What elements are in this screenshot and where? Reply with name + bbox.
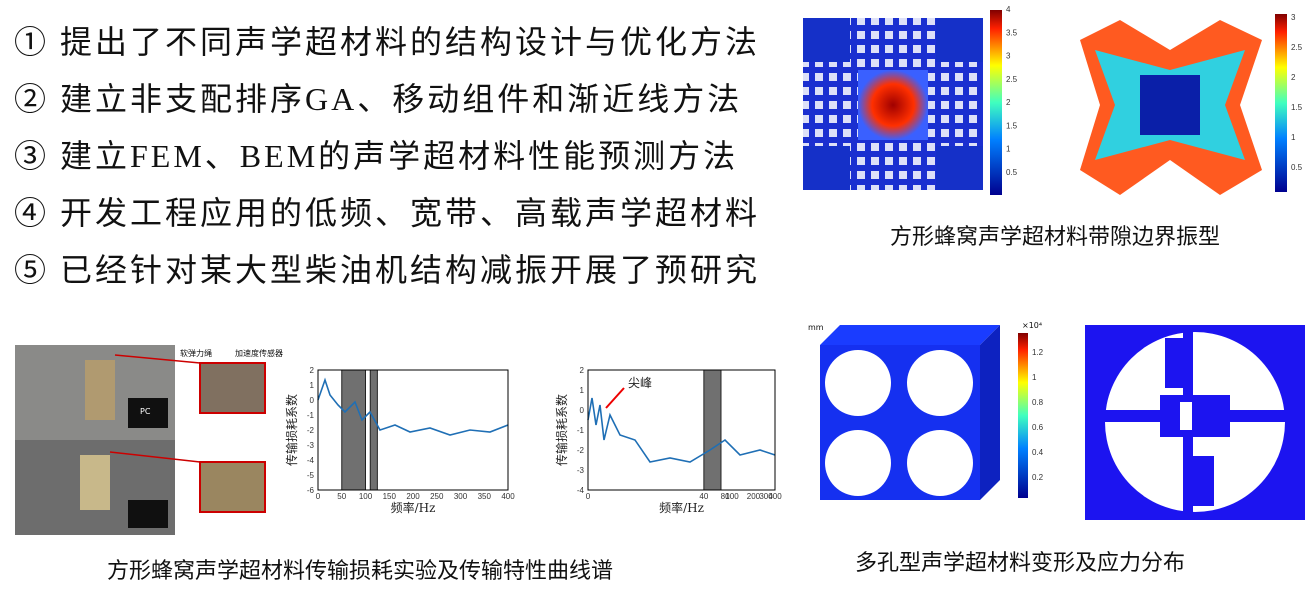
plot-frame (587, 369, 776, 491)
y-tick-label: -4 (577, 486, 585, 495)
colorbar (1275, 14, 1287, 192)
x-tick-label: 200 (406, 492, 420, 501)
curve (317, 377, 509, 436)
colorbar-tick: 1.5 (1291, 103, 1303, 112)
x-tick-label: 350 (478, 492, 492, 501)
photo-label: PC (140, 407, 151, 416)
y-tick-label: -1 (307, 411, 315, 420)
plot-frame (317, 369, 509, 491)
colorbar-tick: 3.5 (1006, 28, 1018, 37)
porous-model (820, 325, 1000, 500)
colorbar-tick: 4 (1006, 5, 1011, 14)
colorbar-tick: 2 (1006, 98, 1011, 107)
x-tick-label: 150 (383, 492, 397, 501)
curve (587, 397, 776, 463)
stopband (703, 369, 722, 491)
y-tick-label: -2 (307, 426, 315, 435)
axis-label: mm (808, 323, 824, 332)
colorbar-tick: 3 (1006, 52, 1011, 61)
y-tick-label: -5 (307, 471, 315, 480)
colorbar (990, 10, 1002, 195)
x-tick-label: 250 (430, 492, 444, 501)
list-item: ② 建立非支配排序GA、移动组件和渐近线方法 (14, 81, 742, 117)
mode-shape-2 (1080, 20, 1262, 195)
x-tick-label: 100 (725, 492, 739, 501)
x-axis-label: 频率/Hz (659, 500, 704, 515)
mode-shape-1 (803, 18, 983, 190)
y-tick-label: 0 (580, 406, 585, 415)
colorbar-tick: 0.2 (1032, 473, 1044, 482)
colorbar (1018, 333, 1028, 498)
x-tick-label: 300 (454, 492, 468, 501)
y-axis-label: 传输损耗系数 (554, 394, 569, 466)
y-tick-label: -4 (307, 456, 315, 465)
photo-label: 加速度传感器 (235, 348, 283, 358)
stopband (369, 369, 378, 491)
colorbar-tick: 0.5 (1291, 163, 1303, 172)
x-tick-label: 200 (747, 492, 761, 501)
x-axis-label: 频率/Hz (391, 500, 436, 515)
photo-label: 软弹力绳 (180, 348, 212, 358)
list-item: ④ 开发工程应用的低频、宽带、高载声学超材料 (14, 195, 760, 231)
colorbar-tick: 1 (1291, 133, 1296, 142)
x-tick-label: 300 (759, 492, 773, 501)
colorbar-tick: 1 (1006, 145, 1011, 154)
colorbar-tick: 1 (1032, 373, 1037, 382)
colorbar-tick: 1.5 (1006, 121, 1018, 130)
colorbar-tick: 0.8 (1032, 398, 1044, 407)
list-item: ① 提出了不同声学超材料的结构设计与优化方法 (14, 24, 760, 60)
colorbar-tick: 2 (1291, 73, 1296, 82)
x-tick-label: 40 (699, 492, 708, 501)
y-tick-label: 2 (580, 366, 585, 375)
colorbar-tick: 0.5 (1006, 168, 1018, 177)
x-tick-label: 0 (316, 492, 321, 501)
y-tick-label: 1 (580, 386, 585, 395)
x-tick-label: 0 (586, 492, 591, 501)
y-tick-label: -2 (577, 446, 585, 455)
y-tick-label: 1 (310, 381, 315, 390)
caption: 方形蜂窝声学超材料带隙边界振型 (890, 225, 1220, 250)
annotation: 尖峰 (628, 376, 652, 390)
y-axis-label: 传输损耗系数 (284, 394, 299, 466)
colorbar-unit: ×10⁴ (1022, 321, 1042, 330)
y-tick-label: 2 (310, 366, 315, 375)
x-tick-label: 100 (359, 492, 373, 501)
caption: 多孔型声学超材料变形及应力分布 (855, 551, 1185, 576)
x-tick-label: 400 (501, 492, 515, 501)
y-tick-label: -3 (307, 441, 315, 450)
colorbar-tick: 2.5 (1291, 43, 1303, 52)
y-tick-label: -6 (307, 486, 315, 495)
porous-unit (1085, 325, 1305, 520)
x-tick-label: 80 (721, 492, 730, 501)
y-tick-label: -1 (577, 426, 585, 435)
x-tick-label: 50 (337, 492, 346, 501)
caption: 方形蜂窝声学超材料传输损耗实验及传输特性曲线谱 (107, 559, 613, 584)
y-tick-label: 0 (310, 396, 315, 405)
list-item: ⑤ 已经针对某大型柴油机结构减振开展了预研究 (14, 252, 760, 288)
annotation-arrow (605, 387, 625, 409)
y-tick-label: -3 (577, 466, 585, 475)
x-tick-label: 400 (768, 492, 782, 501)
stopband (341, 369, 366, 491)
list-item: ③ 建立FEM、BEM的声学超材料性能预测方法 (14, 138, 738, 174)
colorbar-tick: 0.4 (1032, 448, 1044, 457)
colorbar-tick: 1.2 (1032, 348, 1044, 357)
experiment-photo (15, 345, 266, 535)
colorbar-tick: 0.6 (1032, 423, 1044, 432)
colorbar-tick: 3 (1291, 13, 1296, 22)
colorbar-tick: 2.5 (1006, 75, 1018, 84)
